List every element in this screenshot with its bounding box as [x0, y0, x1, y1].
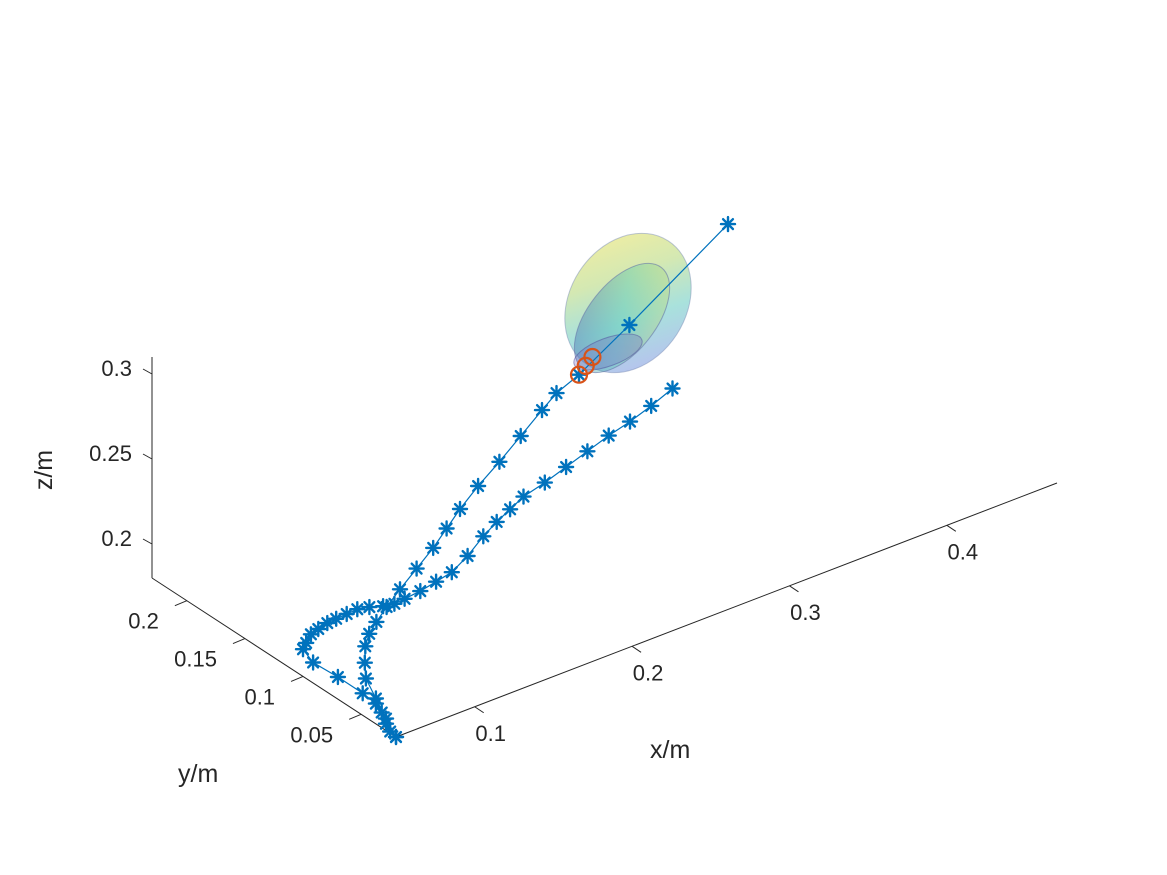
y-tick: [232, 638, 246, 645]
x-axis-title: x/m: [650, 736, 690, 764]
z-tick: [142, 538, 153, 545]
y-axis-title: y/m: [178, 760, 218, 788]
asterisk-marker: [357, 638, 374, 655]
asterisk-marker: [328, 610, 345, 627]
asterisk-marker: [310, 620, 327, 638]
x-tick-label: 0.2: [633, 660, 664, 685]
asterisk-marker: [349, 601, 366, 618]
x-ticks: 0.1 0.2 0.3 0.4: [474, 524, 979, 746]
y-tick-label: 0.2: [128, 609, 159, 634]
y-tick-label: 0.15: [174, 647, 217, 672]
asterisk-marker: [501, 501, 519, 518]
y-tick-label: 0.1: [244, 684, 275, 709]
z-axis-title: z/m: [30, 450, 58, 490]
asterisk-marker: [475, 528, 492, 545]
asterisk-marker: [304, 654, 322, 671]
z-tick-label: 0.2: [101, 526, 132, 551]
asterisk-marker: [387, 728, 405, 746]
y-axis-line: [151, 577, 397, 738]
y-ticks: 0.05 0.1 0.15 0.2: [128, 600, 362, 747]
asterisk-marker: [459, 547, 476, 565]
asterisk-marker: [488, 513, 505, 531]
asterisk-marker: [408, 560, 425, 577]
asterisk-marker: [361, 598, 378, 616]
asterisk-marker: [378, 598, 395, 616]
asterisk-marker: [664, 380, 681, 397]
z-tick: [142, 368, 153, 375]
axes: [151, 357, 1058, 738]
asterisk-marker: [579, 443, 596, 460]
asterisk-marker: [557, 458, 575, 476]
asterisk-marker: [368, 613, 385, 631]
asterisk-marker: [621, 316, 638, 334]
asterisk-marker: [621, 413, 639, 430]
asterisk-marker: [412, 582, 429, 600]
asterisk-marker: [391, 581, 409, 598]
asterisk-marker: [515, 488, 532, 505]
asterisk-marker: [361, 625, 378, 642]
asterisk-marker: [356, 654, 373, 671]
asterisk-marker: [548, 384, 565, 402]
x-tick: [631, 645, 642, 653]
asterisk-marker: [643, 397, 660, 415]
asterisk-marker: [533, 401, 551, 419]
asterisk-marker: [451, 500, 469, 518]
asterisk-marker: [469, 477, 487, 495]
asterisk-marker: [600, 427, 617, 444]
trajectory-series: [294, 215, 737, 746]
y-tick-label: 0.05: [290, 722, 333, 747]
asterisk-marker: [377, 710, 395, 727]
asterisk-marker: [425, 539, 442, 557]
x-tick: [946, 524, 957, 532]
circle-marker: [583, 347, 602, 367]
asterisk-marker: [491, 453, 508, 470]
x-tick: [789, 585, 799, 593]
asterisk-marker: [367, 690, 385, 707]
z-tick-label: 0.25: [89, 441, 132, 466]
asterisk-marker: [719, 215, 737, 233]
asterisk-marker: [338, 605, 355, 623]
asterisk-marker: [427, 573, 445, 590]
asterisk-marker: [329, 668, 347, 686]
asterisk-marker: [298, 634, 315, 652]
z-tick-label: 0.3: [101, 356, 132, 381]
y-tick: [348, 713, 362, 720]
asterisk-marker: [438, 520, 455, 537]
x-tick-label: 0.1: [475, 721, 506, 746]
z-tick: [142, 453, 153, 460]
asterisk-marker: [443, 564, 460, 581]
asterisk-marker: [536, 474, 553, 491]
x-tick-label: 0.3: [790, 600, 821, 625]
z-ticks: 0.2 0.25 0.3: [89, 356, 153, 551]
circle-series: [569, 347, 602, 384]
asterisk-marker: [512, 427, 529, 445]
ellipsoid-surface: [564, 232, 692, 374]
x-tick-label: 0.4: [948, 539, 979, 564]
y-tick: [290, 675, 304, 682]
x-tick: [474, 706, 484, 714]
y-tick: [174, 600, 188, 607]
trajectory-line: [302, 388, 673, 738]
asterisk-marker: [357, 670, 375, 687]
asterisk-marker: [354, 685, 371, 702]
